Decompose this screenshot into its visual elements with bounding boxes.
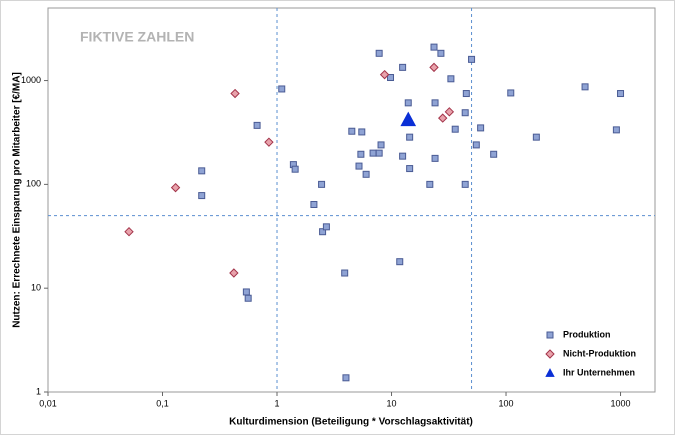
point — [322, 223, 330, 231]
point — [581, 83, 589, 91]
y-axis-label: Nutzen: Errechnete Einsparung pro Mitarb… — [12, 72, 23, 328]
point — [348, 127, 356, 135]
point — [429, 62, 439, 73]
legend-marker — [545, 368, 555, 377]
point — [310, 200, 318, 208]
point — [230, 88, 240, 99]
point — [477, 124, 485, 132]
point — [406, 165, 414, 173]
y-tick-label: 1 — [36, 386, 41, 396]
point — [369, 149, 377, 157]
point — [264, 137, 274, 147]
point — [444, 107, 455, 117]
point — [357, 150, 365, 158]
point — [253, 121, 261, 129]
point — [229, 268, 239, 278]
point — [242, 288, 250, 296]
point — [319, 228, 327, 236]
point — [447, 75, 455, 83]
point — [437, 49, 445, 57]
point — [472, 141, 480, 149]
point — [617, 90, 625, 98]
point — [468, 55, 476, 63]
point — [431, 154, 439, 162]
point — [438, 113, 448, 123]
point — [461, 180, 469, 188]
point — [430, 43, 438, 51]
point — [532, 133, 540, 141]
point — [244, 294, 252, 302]
point — [379, 69, 390, 80]
legend-label: Produktion — [563, 329, 611, 339]
point — [318, 180, 326, 188]
point — [406, 133, 414, 141]
point — [451, 125, 459, 133]
point — [462, 90, 470, 98]
point — [490, 150, 498, 158]
y-tick-label: 10 — [31, 283, 41, 293]
point — [377, 141, 385, 149]
x-tick-label: 1 — [275, 398, 280, 408]
point — [358, 128, 366, 136]
point — [355, 162, 363, 170]
point — [396, 258, 404, 266]
point — [399, 63, 407, 71]
point — [198, 192, 206, 200]
point — [198, 167, 206, 175]
point — [342, 374, 350, 382]
point — [400, 111, 417, 127]
legend-marker — [545, 349, 555, 359]
point — [362, 170, 370, 178]
point — [375, 149, 383, 157]
x-tick-label: 0,01 — [39, 398, 57, 408]
annotation: FIKTIVE ZAHLEN — [80, 29, 194, 45]
point — [291, 165, 299, 173]
point — [431, 99, 439, 107]
point — [426, 180, 434, 188]
plot-frame — [47, 7, 656, 393]
point — [387, 74, 395, 82]
point — [507, 89, 515, 97]
point — [278, 85, 286, 93]
point — [341, 269, 349, 277]
y-tick-label: 1000 — [21, 75, 41, 85]
legend-label: Nicht-Produktion — [563, 348, 636, 358]
x-tick-label: 1000 — [611, 398, 631, 408]
y-tick-label: 100 — [26, 179, 41, 189]
x-tick-label: 10 — [387, 398, 397, 408]
point — [612, 126, 620, 134]
legend-marker — [546, 331, 554, 339]
legend-label: Ihr Unternehmen — [563, 367, 635, 377]
point — [170, 182, 181, 193]
x-tick-label: 0,1 — [156, 398, 169, 408]
point — [461, 109, 469, 117]
x-axis-label: Kulturdimension (Beteiligung * Vorschlag… — [229, 417, 473, 428]
point — [399, 152, 407, 160]
point — [375, 49, 383, 57]
x-tick-label: 100 — [499, 398, 514, 408]
point — [124, 226, 134, 237]
point — [404, 99, 412, 107]
